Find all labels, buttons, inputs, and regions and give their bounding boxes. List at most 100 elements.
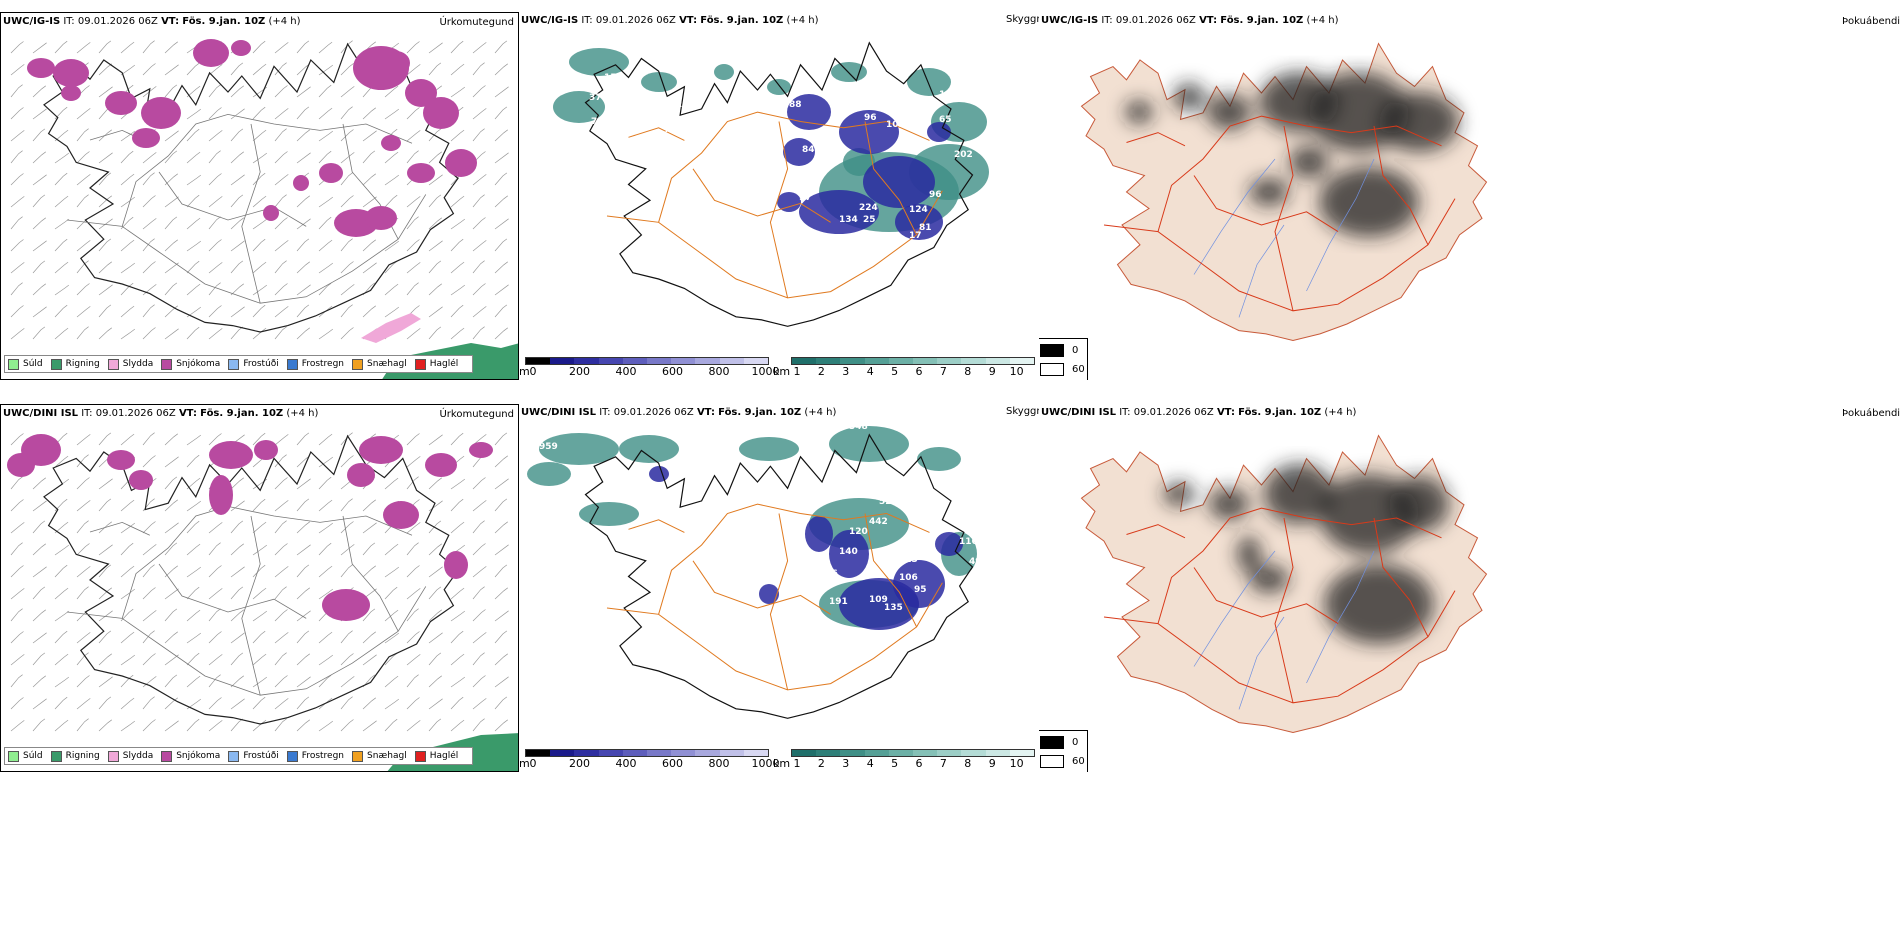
scale-bin [574,750,599,756]
cloud-base-area [829,530,869,578]
wind-barb [340,195,354,208]
fog-legend-label-1: 60 [1072,364,1085,375]
wind-barb [296,676,311,688]
wind-barb [98,544,113,556]
wind-barb [318,196,334,208]
visibility-area [714,64,734,80]
wind-barb [428,326,442,340]
wind-barb [164,150,178,164]
wind-barb [274,586,287,600]
wind-barb [494,40,508,54]
scale-bin [719,358,744,364]
wind-barb [318,64,334,76]
scale-tick: 3 [842,365,850,378]
road-line [342,515,399,632]
river-line [1306,550,1375,684]
wind-barb [296,696,310,710]
scale-bin [888,358,914,364]
wind-barb [274,454,287,468]
legend-swatch [8,750,19,762]
wind-barb [362,196,377,208]
wind-barb [120,433,135,446]
fog-area [1264,464,1334,524]
wind-barb [472,42,487,54]
snow-area [425,453,457,477]
visibility-area [767,79,791,95]
scale-bin [864,358,889,364]
wind-barb [340,40,353,54]
wind-barb [164,84,178,98]
wind-barb [98,478,113,490]
precip-legend: Súld Rigning Slydda Snjókoma Frostúði Frostre… [4,355,474,373]
wind-barb [318,305,333,318]
wind-barb [428,500,443,512]
snow-area [382,51,410,75]
cloud-base-scale: m 0 200 400 600 800 1000 [519,749,780,772]
wind-barb [472,520,485,534]
wind-barb [494,587,509,600]
wind-barb [208,565,222,578]
wind-barb [164,216,178,230]
wind-barb [120,720,136,732]
wind-barb [494,261,509,274]
wind-barb [384,609,399,622]
roads [1103,507,1456,704]
wind-barb [142,304,155,318]
wind-barb [340,455,354,468]
road-line [864,121,918,236]
wind-barb [494,478,509,490]
snow-area [383,501,419,529]
scale-bin [647,750,672,756]
wind-barb [164,654,179,666]
precip-legend-item: Snæhagl [352,750,407,762]
snow-area [231,40,251,56]
wind-barb [362,150,376,164]
wind-barb [32,174,47,186]
scale-tick: 2 [817,757,825,770]
wind-barb [98,261,113,274]
legend-label: Rigning [65,751,100,761]
wind-barb [406,41,420,54]
wind-barb [340,261,354,274]
cloud-base-value: 116 [959,537,978,547]
scale-bin [792,750,817,756]
wind-barb [450,63,465,76]
wind-barb [318,499,333,512]
wind-barb [32,718,46,732]
wind-barb [98,172,112,186]
wind-barb [274,543,288,556]
snow-area [319,163,343,183]
wind-barb [318,476,332,490]
scale-bin [598,358,623,364]
wind-barb [318,328,334,340]
rivers [1193,550,1375,710]
scale-bin [526,750,551,756]
wind-barb [362,239,377,252]
wind-barb [384,698,400,710]
snow-area [7,453,35,477]
wind-barb [494,610,509,622]
wind-barb [142,455,156,468]
snow-area [53,59,89,87]
scale-tick: 1000 [751,757,780,770]
wind-barb [230,326,244,340]
wind-barb [274,520,287,534]
cloud-base-value: 124 [859,90,878,100]
wind-barb [230,609,245,622]
road-line [769,121,789,299]
road-line [1126,524,1186,539]
wind-barb [208,542,221,556]
cloud-panel-top: UWC/IG-IS IT: 09.01.2026 06Z VT: Fös. 9.… [519,12,1039,380]
wind-barb [230,240,245,252]
wind-barb [472,675,486,688]
wind-barb [340,696,353,710]
wind-barb [208,328,223,340]
wind-barb [208,84,221,98]
wind-barb [450,630,464,644]
wind-barb [120,64,136,76]
precip-type-map [10,39,518,379]
wind-barb [494,327,509,340]
scale-bin [864,750,889,756]
